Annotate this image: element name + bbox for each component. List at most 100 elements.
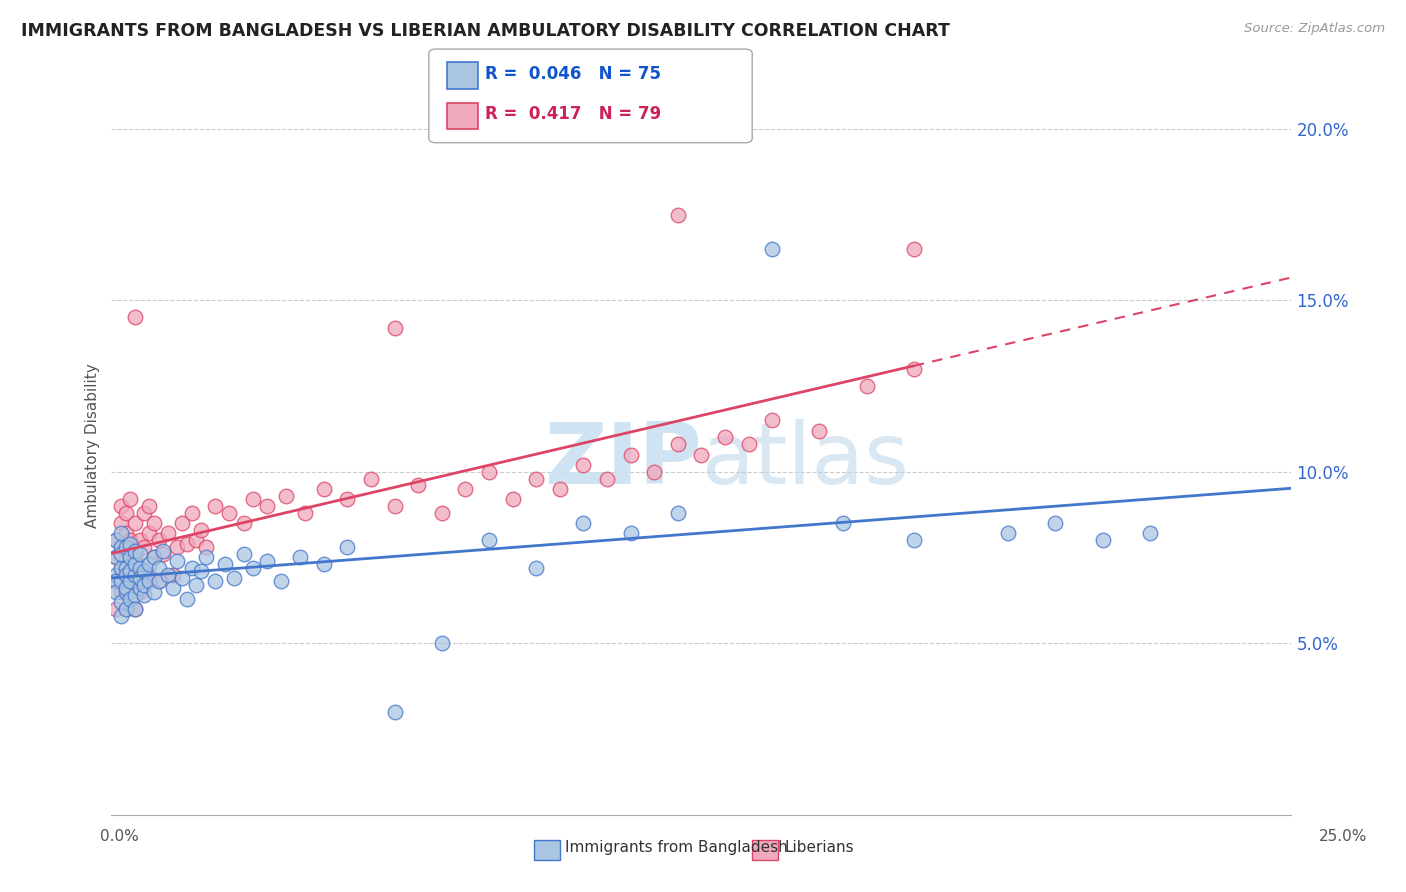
Point	[172, 516, 194, 530]
Point	[124, 588, 146, 602]
Point	[114, 526, 136, 541]
Point	[120, 550, 142, 565]
Point	[105, 550, 128, 565]
Point	[114, 602, 136, 616]
Point	[114, 582, 136, 596]
Point	[157, 567, 180, 582]
Point	[128, 571, 150, 585]
Point	[312, 558, 335, 572]
Point	[114, 584, 136, 599]
Text: ZIP: ZIP	[544, 419, 702, 502]
Point	[855, 379, 877, 393]
Point	[105, 574, 128, 589]
Point	[596, 472, 619, 486]
Point	[737, 437, 759, 451]
Point	[152, 547, 174, 561]
Point	[138, 574, 160, 589]
Point	[666, 208, 689, 222]
Point	[105, 584, 128, 599]
Y-axis label: Ambulatory Disability: Ambulatory Disability	[86, 364, 100, 528]
Text: Source: ZipAtlas.com: Source: ZipAtlas.com	[1244, 22, 1385, 36]
Point	[120, 533, 142, 548]
Point	[290, 550, 312, 565]
Point	[120, 537, 142, 551]
Point	[114, 540, 136, 554]
Point	[110, 540, 132, 554]
Point	[808, 424, 831, 438]
Point	[148, 533, 170, 548]
Point	[124, 574, 146, 589]
Point	[903, 242, 925, 256]
Point	[478, 465, 501, 479]
Point	[274, 489, 297, 503]
Text: Liberians: Liberians	[785, 840, 855, 855]
Point	[242, 560, 264, 574]
Point	[152, 543, 174, 558]
Point	[478, 533, 501, 548]
Point	[204, 499, 226, 513]
Point	[124, 550, 146, 565]
Point	[714, 430, 737, 444]
Point	[105, 533, 128, 548]
Point	[114, 567, 136, 582]
Text: R =  0.046   N = 75: R = 0.046 N = 75	[485, 65, 661, 83]
Point	[256, 554, 278, 568]
Point	[524, 560, 547, 574]
Point	[232, 547, 254, 561]
Point	[114, 550, 136, 565]
Point	[180, 506, 202, 520]
Point	[166, 554, 188, 568]
Text: IMMIGRANTS FROM BANGLADESH VS LIBERIAN AMBULATORY DISABILITY CORRELATION CHART: IMMIGRANTS FROM BANGLADESH VS LIBERIAN A…	[21, 22, 950, 40]
Point	[110, 547, 132, 561]
Point	[110, 584, 132, 599]
Point	[172, 571, 194, 585]
Point	[128, 533, 150, 548]
Point	[524, 472, 547, 486]
Point	[120, 591, 142, 606]
Point	[142, 550, 165, 565]
Point	[134, 574, 156, 589]
Point	[114, 567, 136, 582]
Point	[110, 516, 132, 530]
Point	[110, 560, 132, 574]
Point	[138, 499, 160, 513]
Point	[124, 516, 146, 530]
Point	[142, 550, 165, 565]
Point	[454, 482, 477, 496]
Point	[128, 560, 150, 574]
Point	[128, 547, 150, 561]
Point	[124, 602, 146, 616]
Point	[204, 574, 226, 589]
Point	[176, 591, 198, 606]
Point	[903, 533, 925, 548]
Point	[502, 492, 524, 507]
Point	[138, 558, 160, 572]
Point	[690, 448, 713, 462]
Point	[360, 472, 382, 486]
Point	[294, 506, 316, 520]
Point	[270, 574, 292, 589]
Point	[643, 465, 665, 479]
Point	[186, 578, 208, 592]
Point	[157, 526, 180, 541]
Point	[114, 506, 136, 520]
Point	[430, 506, 453, 520]
Point	[114, 602, 136, 616]
Point	[186, 533, 208, 548]
Point	[110, 526, 132, 541]
Point	[336, 492, 359, 507]
Point	[384, 320, 406, 334]
Point	[384, 705, 406, 719]
Point	[242, 492, 264, 507]
Point	[548, 482, 571, 496]
Point	[761, 242, 783, 256]
Point	[176, 537, 198, 551]
Point	[620, 448, 643, 462]
Point	[134, 564, 156, 578]
Point	[148, 574, 170, 589]
Point	[120, 584, 142, 599]
Point	[114, 560, 136, 574]
Point	[128, 582, 150, 596]
Point	[406, 478, 429, 492]
Point	[120, 564, 142, 578]
